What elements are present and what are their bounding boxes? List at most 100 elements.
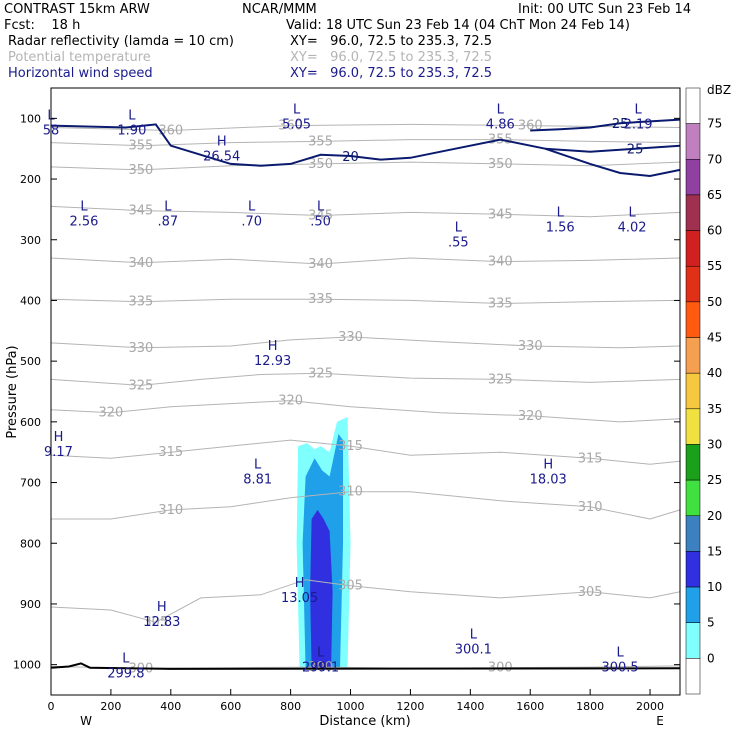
extremum-marker: L bbox=[616, 646, 624, 661]
axes-layer: 0 200 400 600 800 1000 1200 1400 1600 1800 2000 100… bbox=[13, 112, 680, 713]
theta-contour-label: 305 bbox=[578, 585, 603, 600]
colorbar-level-label: 10 bbox=[707, 580, 722, 594]
colorbar-swatch bbox=[685, 337, 701, 374]
theta-contour-label: 345 bbox=[128, 204, 153, 219]
wind-layer: 20 25 25 bbox=[50, 117, 681, 178]
theta-contour-label: 320 bbox=[98, 406, 123, 421]
colorbar-level-label: 15 bbox=[707, 544, 722, 558]
extremum-marker: L bbox=[80, 199, 88, 214]
reflectivity-area-15dbz bbox=[310, 509, 333, 669]
wind-contour-label: 25 bbox=[612, 117, 629, 132]
extremum-marker: H bbox=[543, 457, 553, 472]
extremum-marker: L bbox=[248, 199, 256, 214]
extremum-value: 9.17 bbox=[44, 445, 73, 460]
colorbar-level-label: 35 bbox=[707, 402, 722, 416]
x-end-label-west: W bbox=[80, 714, 92, 728]
extremum-marker: H bbox=[217, 134, 227, 149]
theta-contour-335 bbox=[50, 298, 681, 305]
theta-contour-label: 340 bbox=[488, 255, 513, 270]
terrain-line bbox=[50, 662, 681, 670]
theta-contour-label: 310 bbox=[578, 500, 603, 515]
theta-contour-label: 305 bbox=[338, 579, 363, 594]
extremum-marker: L bbox=[293, 102, 301, 117]
extremum-value: .55 bbox=[448, 236, 469, 251]
theta-contour-label: 340 bbox=[308, 257, 333, 272]
theta-contour-340 bbox=[50, 257, 681, 265]
extremum-value: 299.1 bbox=[302, 661, 339, 676]
y-tick-label: 300 bbox=[20, 234, 41, 247]
extremum-marker: H bbox=[54, 430, 64, 445]
theta-contour-315 bbox=[50, 439, 681, 465]
x-tick-label: 1000 bbox=[337, 700, 365, 713]
extremum-value: 2.56 bbox=[69, 214, 98, 229]
extremum-value: 4.02 bbox=[618, 221, 647, 236]
theta-contour-310 bbox=[51, 491, 681, 520]
colorbar-swatch bbox=[685, 230, 701, 267]
colorbar-swatch bbox=[685, 586, 701, 623]
extremum-marker: L bbox=[164, 199, 172, 214]
field-reflectivity-xy: XY= 96.0, 72.5 to 235.3, 72.5 bbox=[290, 34, 493, 49]
theta-contour-label: 335 bbox=[128, 295, 153, 310]
field-theta-name: Potential temperature bbox=[8, 50, 151, 65]
extremum-value: 300.5 bbox=[601, 661, 638, 676]
y-tick-label: 500 bbox=[20, 355, 41, 368]
theta-contour-label: 360 bbox=[158, 123, 183, 138]
y-tick-label: 700 bbox=[20, 477, 41, 490]
extremum-marker: L bbox=[628, 206, 636, 221]
colorbar-swatch bbox=[685, 265, 701, 303]
colorbar-level-label: 50 bbox=[707, 295, 722, 309]
theta-contour-label: 325 bbox=[128, 378, 153, 393]
colorbar-level-label: 5 bbox=[707, 616, 715, 630]
theta-contour-label: 320 bbox=[278, 394, 303, 409]
extremum-marker: H bbox=[295, 576, 305, 591]
theta-contour-label: 325 bbox=[488, 372, 513, 387]
y-tick-label: 400 bbox=[20, 294, 41, 307]
colorbar-level-label: 0 bbox=[707, 651, 715, 665]
field-theta-xy: XY= 96.0, 72.5 to 235.3, 72.5 bbox=[290, 50, 493, 65]
colorbar-level-label: 30 bbox=[707, 437, 722, 451]
theta-contour-label: 315 bbox=[158, 445, 183, 460]
y-tick-label: 800 bbox=[20, 537, 41, 550]
x-tick-label: 800 bbox=[280, 700, 301, 713]
theta-contour-label: 310 bbox=[158, 503, 183, 518]
extremum-marker: L bbox=[128, 108, 136, 123]
theta-contour-label: 340 bbox=[128, 256, 153, 271]
extremum-marker: L bbox=[317, 199, 325, 214]
theta-contour-label: 345 bbox=[308, 208, 333, 223]
colorbar-unit: dBZ bbox=[707, 83, 731, 97]
wind-contour-label: 20 bbox=[342, 150, 359, 165]
theta-contour-label: 355 bbox=[308, 134, 333, 149]
extremum-value: .87 bbox=[157, 214, 178, 229]
theta-contour-355 bbox=[50, 139, 681, 147]
colorbar-level-label: 55 bbox=[707, 259, 722, 273]
x-tick-label: 600 bbox=[220, 700, 241, 713]
theta-contour-label: 350 bbox=[308, 157, 333, 172]
wind-contour-25 bbox=[530, 118, 681, 132]
colorbar-swatch bbox=[685, 159, 701, 196]
x-tick-label: 1600 bbox=[516, 700, 544, 713]
x-end-label-east: E bbox=[656, 714, 664, 728]
colorbar-swatch bbox=[685, 194, 701, 231]
x-tick-label: 1400 bbox=[456, 700, 484, 713]
wind-contour-25 bbox=[545, 144, 681, 153]
plot-frame bbox=[50, 87, 681, 696]
colorbar-level-label: 65 bbox=[707, 188, 722, 202]
colorbar-swatch bbox=[685, 408, 701, 445]
x-axis-label: Distance (km) bbox=[319, 714, 410, 729]
init-time: Init: 00 UTC Sun 23 Feb 14 bbox=[518, 2, 692, 17]
extremum-value: 8.81 bbox=[243, 472, 272, 487]
theta-contour-330 bbox=[50, 336, 681, 349]
colorbar-swatch bbox=[685, 658, 701, 695]
field-reflectivity-name: Radar reflectivity (lamda = 10 cm) bbox=[8, 34, 234, 49]
theta-contour-label: 325 bbox=[308, 366, 333, 381]
colorbar-swatch bbox=[685, 123, 701, 160]
theta-contour-label: 300 bbox=[308, 660, 333, 675]
extremum-marker: L bbox=[557, 206, 565, 221]
extremum-marker: L bbox=[122, 652, 130, 667]
colorbar-swatch bbox=[685, 444, 701, 481]
theta-contour-label: 320 bbox=[518, 409, 543, 424]
theta-contour-label: 355 bbox=[128, 139, 153, 154]
extremum-value: .50 bbox=[310, 214, 331, 229]
